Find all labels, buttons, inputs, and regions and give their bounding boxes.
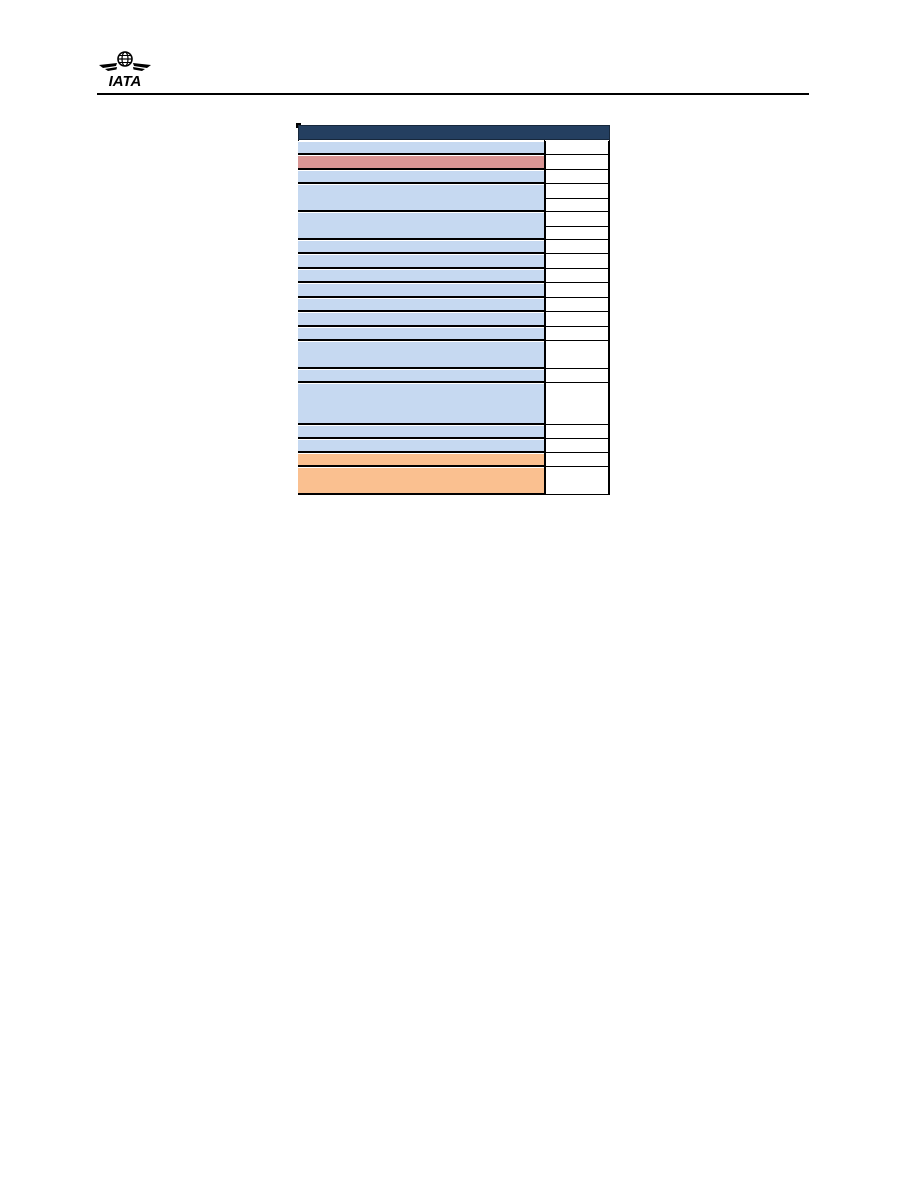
form-row [298,240,610,254]
form-row [298,383,610,425]
form-row [298,369,610,383]
form-row-value-cell[interactable] [545,327,609,341]
form-row-value-cell[interactable] [545,298,609,312]
form-row-label [298,467,544,495]
form-row-value-cell[interactable] [545,425,609,439]
iata-globe-wings-icon: IATA [99,51,151,90]
form-row [298,425,610,439]
form-row [298,327,610,341]
value-cell-divider [546,225,608,227]
header-rule [97,93,809,95]
form-row-value-cell[interactable] [545,453,609,467]
form-row-value-cell[interactable] [545,283,609,298]
form-row [298,467,610,495]
form-row-label [298,439,544,453]
form-row-value-cell[interactable] [545,383,609,425]
form-row-label [298,240,544,254]
form-row-label [298,141,544,155]
form-row-label [298,369,544,383]
form-row [298,341,610,369]
form-row [298,184,610,212]
form-row [298,212,610,240]
form-row-value-cell[interactable] [545,155,609,170]
form-row-value-cell[interactable] [545,269,609,283]
form-row-label [298,341,544,369]
value-cell-divider [546,197,608,199]
form-table [296,123,610,495]
form-row-value-cell[interactable] [545,312,609,327]
form-row [298,439,610,453]
form-row [298,298,610,312]
form-row-label [298,298,544,312]
form-row-value-cell[interactable] [545,240,609,254]
form-row-label [298,269,544,283]
table-frame-divider [544,140,545,495]
iata-logo: IATA [97,50,153,90]
form-row-label [298,327,544,341]
form-row [298,141,610,155]
form-row-label [298,212,544,240]
table-frame-right [609,140,610,495]
form-row-label [298,383,544,425]
logo-wordmark: IATA [109,73,142,90]
form-row-value-cell[interactable] [545,369,609,383]
form-row [298,269,610,283]
form-row-value-cell[interactable] [545,170,609,184]
form-row-label [298,170,544,184]
form-row-label [298,155,544,170]
form-row-value-cell[interactable] [545,184,609,212]
form-row [298,155,610,170]
form-row [298,453,610,467]
form-row-value-cell[interactable] [545,439,609,453]
form-row [298,283,610,298]
form-row [298,254,610,269]
form-row [298,312,610,327]
form-row-label [298,425,544,439]
form-row-value-cell[interactable] [545,141,609,155]
form-row-value-cell[interactable] [545,212,609,240]
form-row-label [298,453,544,467]
form-row [298,170,610,184]
form-row-label [298,312,544,327]
form-row-value-cell[interactable] [545,341,609,369]
form-row-value-cell[interactable] [545,254,609,269]
table-title-bar [298,125,610,140]
form-row-label [298,254,544,269]
form-row-value-cell[interactable] [545,467,609,495]
form-row-label [298,283,544,298]
form-row-label [298,184,544,212]
